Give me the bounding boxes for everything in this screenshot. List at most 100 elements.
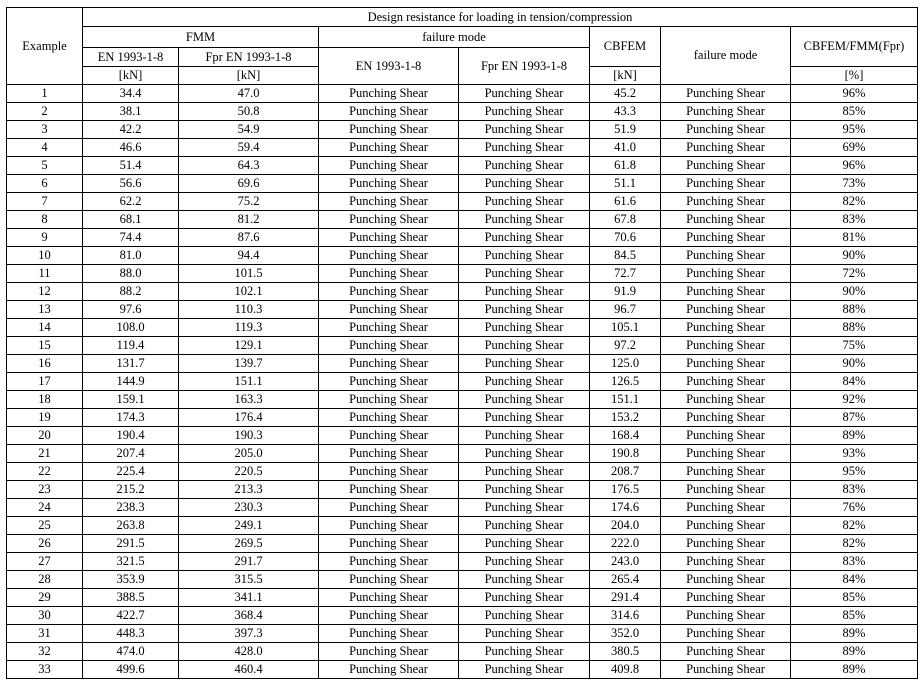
table-row: 5 51.4 64.3 Punching Shear Punching Shear 61.… (6, 156, 918, 175)
cell-ratio: 83% (790, 210, 918, 229)
cell-cbfem-failure-mode: Punching Shear (660, 588, 791, 607)
cell-example: 8 (6, 210, 83, 229)
cell-cbfem: 67.8 (589, 210, 661, 229)
cell-ratio: 81% (790, 228, 918, 247)
cell-failure-mode-fpr: Punching Shear (458, 498, 590, 517)
cell-example: 20 (6, 426, 83, 445)
table-row: 31 448.3 397.3 Punching Shear Punching Shear… (6, 624, 918, 643)
cell-failure-mode-fpr: Punching Shear (458, 156, 590, 175)
cell-example: 16 (6, 354, 83, 373)
cell-failure-mode-fpr: Punching Shear (458, 228, 590, 247)
cell-ratio: 89% (790, 624, 918, 643)
cell-failure-mode-fpr: Punching Shear (458, 318, 590, 337)
cell-cbfem-failure-mode: Punching Shear (660, 606, 791, 625)
cell-fmm-fpr: 213.3 (178, 480, 319, 499)
cell-cbfem-failure-mode: Punching Shear (660, 102, 791, 121)
table-row: 28 353.9 315.5 Punching Shear Punching Shear… (6, 570, 918, 589)
cell-failure-mode-fpr: Punching Shear (458, 642, 590, 661)
cell-ratio: 82% (790, 516, 918, 535)
cell-fmm-fpr: 64.3 (178, 156, 319, 175)
cell-fmm-en: 56.6 (82, 174, 179, 193)
table-row: 4 46.6 59.4 Punching Shear Punching Shear 41.… (6, 138, 918, 157)
cell-fmm-en: 51.4 (82, 156, 179, 175)
cell-cbfem-failure-mode: Punching Shear (660, 264, 791, 283)
cell-fmm-fpr: 249.1 (178, 516, 319, 535)
cell-cbfem: 409.8 (589, 660, 661, 679)
cell-ratio: 83% (790, 552, 918, 571)
cell-ratio: 84% (790, 570, 918, 589)
cell-failure-mode-fpr: Punching Shear (458, 372, 590, 391)
cell-cbfem: 190.8 (589, 444, 661, 463)
cell-fmm-en: 88.0 (82, 264, 179, 283)
cell-example: 32 (6, 642, 83, 661)
table-row: 23 215.2 213.3 Punching Shear Punching Shear… (6, 480, 918, 499)
cell-failure-mode-fpr: Punching Shear (458, 102, 590, 121)
cell-ratio: 95% (790, 120, 918, 139)
header-fmm: FMM (82, 26, 319, 48)
cell-cbfem-failure-mode: Punching Shear (660, 210, 791, 229)
cell-fmm-en: 321.5 (82, 552, 179, 571)
cell-failure-mode-en: Punching Shear (318, 192, 459, 211)
cell-cbfem-failure-mode: Punching Shear (660, 246, 791, 265)
cell-cbfem: 204.0 (589, 516, 661, 535)
header-fm-fpr: Fpr EN 1993-1-8 (458, 47, 590, 85)
cell-failure-mode-fpr: Punching Shear (458, 264, 590, 283)
cell-cbfem-failure-mode: Punching Shear (660, 660, 791, 679)
table-row: 15 119.4 129.1 Punching Shear Punching Shear… (6, 336, 918, 355)
unit-fmm-en: [kN] (82, 66, 179, 85)
cell-failure-mode-fpr: Punching Shear (458, 282, 590, 301)
cell-failure-mode-en: Punching Shear (318, 174, 459, 193)
cell-failure-mode-fpr: Punching Shear (458, 354, 590, 373)
cell-fmm-en: 225.4 (82, 462, 179, 481)
table-row: 9 74.4 87.6 Punching Shear Punching Shear 70.… (6, 228, 918, 247)
cell-failure-mode-en: Punching Shear (318, 210, 459, 229)
cell-failure-mode-fpr: Punching Shear (458, 426, 590, 445)
cell-fmm-en: 474.0 (82, 642, 179, 661)
cell-cbfem: 51.9 (589, 120, 661, 139)
cell-cbfem: 96.7 (589, 300, 661, 319)
cell-cbfem: 126.5 (589, 372, 661, 391)
cell-fmm-fpr: 129.1 (178, 336, 319, 355)
table-row: 21 207.4 205.0 Punching Shear Punching Shear… (6, 444, 918, 463)
table-row: 18 159.1 163.3 Punching Shear Punching Shear… (6, 390, 918, 409)
table-row: 14 108.0 119.3 Punching Shear Punching Shear… (6, 318, 918, 337)
unit-cbfem: [kN] (589, 66, 661, 85)
cell-cbfem-failure-mode: Punching Shear (660, 138, 791, 157)
cell-example: 7 (6, 192, 83, 211)
unit-ratio: [%] (790, 66, 918, 85)
cell-failure-mode-en: Punching Shear (318, 444, 459, 463)
header-fm-en: EN 1993-1-8 (318, 47, 459, 85)
cell-failure-mode-en: Punching Shear (318, 390, 459, 409)
cell-cbfem-failure-mode: Punching Shear (660, 408, 791, 427)
cell-ratio: 95% (790, 462, 918, 481)
cell-failure-mode-en: Punching Shear (318, 408, 459, 427)
cell-fmm-en: 448.3 (82, 624, 179, 643)
cell-failure-mode-en: Punching Shear (318, 642, 459, 661)
cell-failure-mode-en: Punching Shear (318, 228, 459, 247)
cell-example: 2 (6, 102, 83, 121)
cell-failure-mode-fpr: Punching Shear (458, 606, 590, 625)
cell-fmm-fpr: 54.9 (178, 120, 319, 139)
cell-fmm-fpr: 119.3 (178, 318, 319, 337)
cell-ratio: 85% (790, 588, 918, 607)
cell-failure-mode-en: Punching Shear (318, 516, 459, 535)
cell-failure-mode-fpr: Punching Shear (458, 336, 590, 355)
cell-failure-mode-fpr: Punching Shear (458, 120, 590, 139)
cell-fmm-fpr: 75.2 (178, 192, 319, 211)
cell-fmm-en: 207.4 (82, 444, 179, 463)
cell-cbfem: 168.4 (589, 426, 661, 445)
cell-cbfem-failure-mode: Punching Shear (660, 336, 791, 355)
cell-fmm-fpr: 50.8 (178, 102, 319, 121)
cell-failure-mode-en: Punching Shear (318, 318, 459, 337)
cell-cbfem-failure-mode: Punching Shear (660, 282, 791, 301)
cell-ratio: 76% (790, 498, 918, 517)
header-ratio: CBFEM/FMM(Fpr) (790, 26, 918, 67)
cell-failure-mode-fpr: Punching Shear (458, 84, 590, 103)
cell-cbfem-failure-mode: Punching Shear (660, 174, 791, 193)
cell-cbfem-failure-mode: Punching Shear (660, 498, 791, 517)
cell-fmm-fpr: 341.1 (178, 588, 319, 607)
cell-ratio: 87% (790, 408, 918, 427)
cell-failure-mode-en: Punching Shear (318, 372, 459, 391)
cell-failure-mode-en: Punching Shear (318, 480, 459, 499)
cell-fmm-fpr: 220.5 (178, 462, 319, 481)
